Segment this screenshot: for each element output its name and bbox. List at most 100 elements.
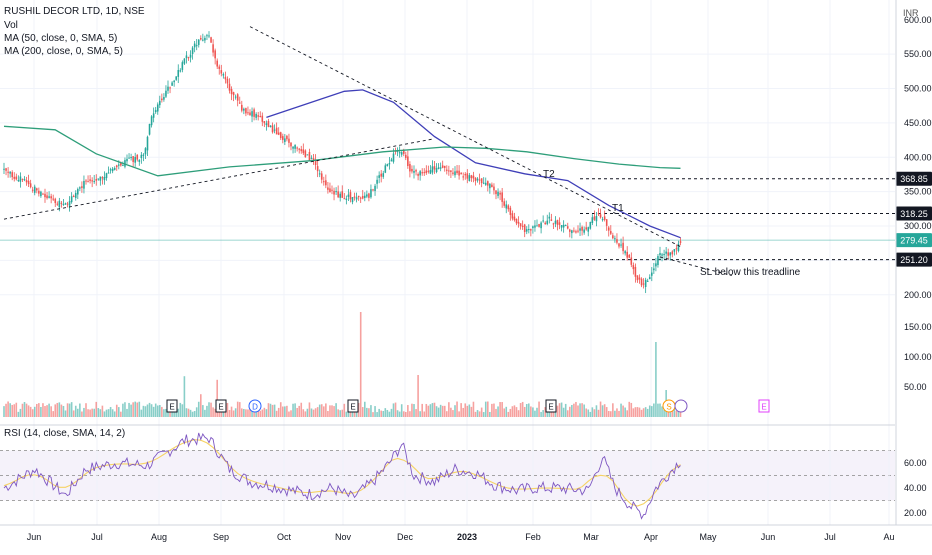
volume-bar xyxy=(503,408,505,417)
volume-bar xyxy=(405,411,407,417)
candle-body xyxy=(587,227,590,232)
candle-body xyxy=(548,216,551,219)
candle-body xyxy=(517,221,520,224)
volume-bar xyxy=(327,410,329,417)
candle-body xyxy=(214,50,216,59)
volume-bar xyxy=(103,411,106,417)
volume-bar xyxy=(302,409,305,417)
volume-bar xyxy=(653,403,655,417)
volume-bar xyxy=(523,406,526,417)
candle-body xyxy=(308,151,311,161)
volume-bar xyxy=(468,404,471,417)
candle-body xyxy=(382,173,385,177)
volume-bar xyxy=(228,409,231,417)
volume-bar xyxy=(530,406,532,417)
volume-bar xyxy=(618,410,620,417)
candle-body xyxy=(470,175,473,179)
volume-bar xyxy=(497,406,499,417)
candle-body xyxy=(528,229,530,231)
candle-body xyxy=(337,191,339,198)
candle-body xyxy=(25,180,28,183)
price-label-box xyxy=(896,171,932,186)
candle-body xyxy=(343,198,346,200)
price-label-box xyxy=(896,252,932,267)
candle-body xyxy=(161,98,163,101)
volume-bar xyxy=(370,405,372,417)
volume-bar xyxy=(505,406,508,417)
candle-body xyxy=(165,90,167,97)
volume-bar xyxy=(109,407,112,417)
volume-bar xyxy=(374,406,376,417)
candle-body xyxy=(651,272,653,276)
candle-body xyxy=(532,226,534,229)
candle-body xyxy=(665,251,667,254)
volume-bar xyxy=(120,411,122,417)
volume-bar xyxy=(345,411,348,417)
volume-bar xyxy=(113,411,116,417)
volume-bar xyxy=(437,407,440,417)
volume-bar xyxy=(417,375,419,417)
volume-bar xyxy=(394,402,397,417)
volume-bar xyxy=(101,405,104,417)
candle-body xyxy=(616,239,618,243)
event-marker xyxy=(347,399,359,413)
candle-body xyxy=(544,222,546,225)
volume-bar xyxy=(603,404,606,417)
candle-body xyxy=(284,138,286,142)
volume-bar xyxy=(38,403,40,417)
candle-body xyxy=(478,179,481,181)
candle-body xyxy=(560,225,563,228)
volume-bar xyxy=(247,409,249,417)
volume-bar xyxy=(31,409,34,417)
volume-bar xyxy=(5,403,7,417)
volume-bar xyxy=(197,401,200,417)
candle-body xyxy=(370,189,372,198)
volume-bar xyxy=(241,408,243,417)
volume-bar xyxy=(232,410,235,417)
candle-body xyxy=(458,170,460,176)
candle-body xyxy=(175,76,177,80)
price-tick-label: 300.00 xyxy=(904,221,932,231)
candle-body xyxy=(169,87,171,89)
candle-body xyxy=(452,172,454,174)
volume-bar xyxy=(284,406,286,417)
x-tick-label: Apr xyxy=(644,532,658,542)
candle-body xyxy=(302,149,305,154)
price-label: 368.85 xyxy=(900,174,928,184)
candle-body xyxy=(607,227,610,231)
candle-body xyxy=(212,44,214,53)
candle-body xyxy=(241,104,243,111)
volume-tick-label: 100.00 xyxy=(904,352,932,362)
candle-body xyxy=(222,74,225,76)
volume-bar xyxy=(400,404,403,417)
volume-bar xyxy=(614,410,616,417)
volume-bar xyxy=(368,408,370,417)
volume-bar xyxy=(23,402,26,417)
volume-bar xyxy=(655,342,657,417)
candle-body xyxy=(511,213,514,219)
candle-body xyxy=(300,149,303,152)
candle-body xyxy=(204,37,206,41)
volume-bar xyxy=(476,410,479,417)
volume-bar xyxy=(263,407,266,417)
candle-body xyxy=(571,230,573,234)
candle-body xyxy=(191,47,194,54)
candle-body xyxy=(277,132,280,135)
volume-bar xyxy=(507,411,510,417)
candle-body xyxy=(579,228,581,231)
x-tick-label: Jul xyxy=(824,532,836,542)
candle-body xyxy=(33,186,36,193)
candle-body xyxy=(638,277,641,280)
candle-body xyxy=(273,129,276,131)
rsi-line xyxy=(3,432,681,520)
candle-body xyxy=(329,188,331,193)
volume-bar xyxy=(33,406,36,417)
candle-body xyxy=(374,185,376,192)
candle-body xyxy=(597,213,600,215)
volume-bar xyxy=(62,405,65,417)
volume-bar xyxy=(124,402,126,417)
candle-body xyxy=(183,58,186,64)
event-marker xyxy=(248,399,262,413)
candle-body xyxy=(87,181,89,183)
